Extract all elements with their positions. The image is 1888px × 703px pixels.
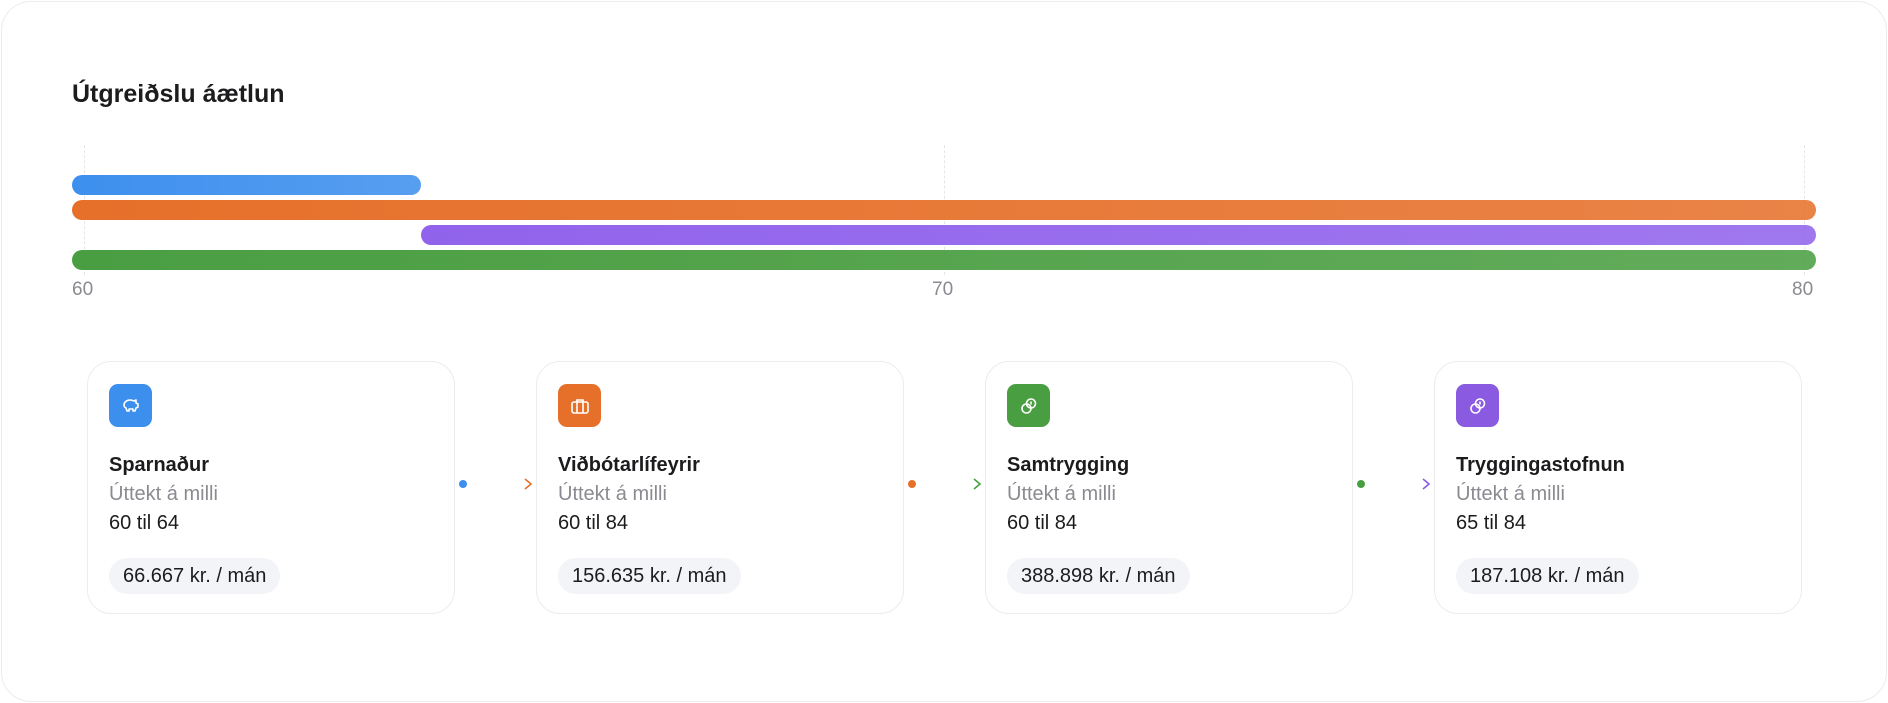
range-bar (420, 225, 1816, 245)
card-title: Viðbótarlífeyrir (558, 454, 700, 476)
card-range: 65 til 84 (1456, 512, 1527, 534)
arrow-connector (459, 476, 535, 492)
plan-card: Sparnaður Úttekt á milli 60 til 64 66.66… (87, 361, 455, 614)
coins-icon (1007, 384, 1050, 427)
card-subtitle: Úttekt á milli (1456, 483, 1565, 505)
amount-badge: 156.635 kr. / mán (558, 558, 741, 594)
amount-badge: 66.667 kr. / mán (109, 558, 281, 594)
card-range: 60 til 84 (1007, 512, 1078, 534)
card-subtitle: Úttekt á milli (109, 483, 218, 505)
briefcase-icon (558, 384, 601, 427)
tick-label: 60 (72, 279, 94, 300)
amount-badge: 187.108 kr. / mán (1456, 558, 1639, 594)
arrow-connector (1357, 476, 1433, 492)
piggy-bank-icon (109, 384, 152, 427)
range-bar (72, 175, 421, 195)
card-range: 60 til 64 (109, 512, 180, 534)
plan-card: Samtrygging Úttekt á milli 60 til 84 388… (985, 361, 1353, 614)
tick-label: 70 (932, 279, 954, 300)
range-bar (72, 250, 1816, 270)
card-title: Sparnaður (109, 454, 210, 476)
card-range: 60 til 84 (558, 512, 629, 534)
amount-badge: 388.898 kr. / mán (1007, 558, 1190, 594)
tick-label: 80 (1792, 279, 1814, 300)
plan-card: Tryggingastofnun Úttekt á milli 65 til 8… (1434, 361, 1802, 614)
card-subtitle: Úttekt á milli (1007, 483, 1116, 505)
card-title: Tryggingastofnun (1456, 454, 1625, 476)
plan-card: Viðbótarlífeyrir Úttekt á milli 60 til 8… (536, 361, 904, 614)
card-title: Samtrygging (1007, 454, 1130, 476)
range-bar (72, 200, 1816, 220)
timeline-chart: 60 70 80 (0, 0, 1888, 310)
card-subtitle: Úttekt á milli (558, 483, 667, 505)
page-title: Útgreiðslu áætlun (72, 80, 285, 108)
arrow-connector (908, 476, 984, 492)
coins-icon (1456, 384, 1499, 427)
